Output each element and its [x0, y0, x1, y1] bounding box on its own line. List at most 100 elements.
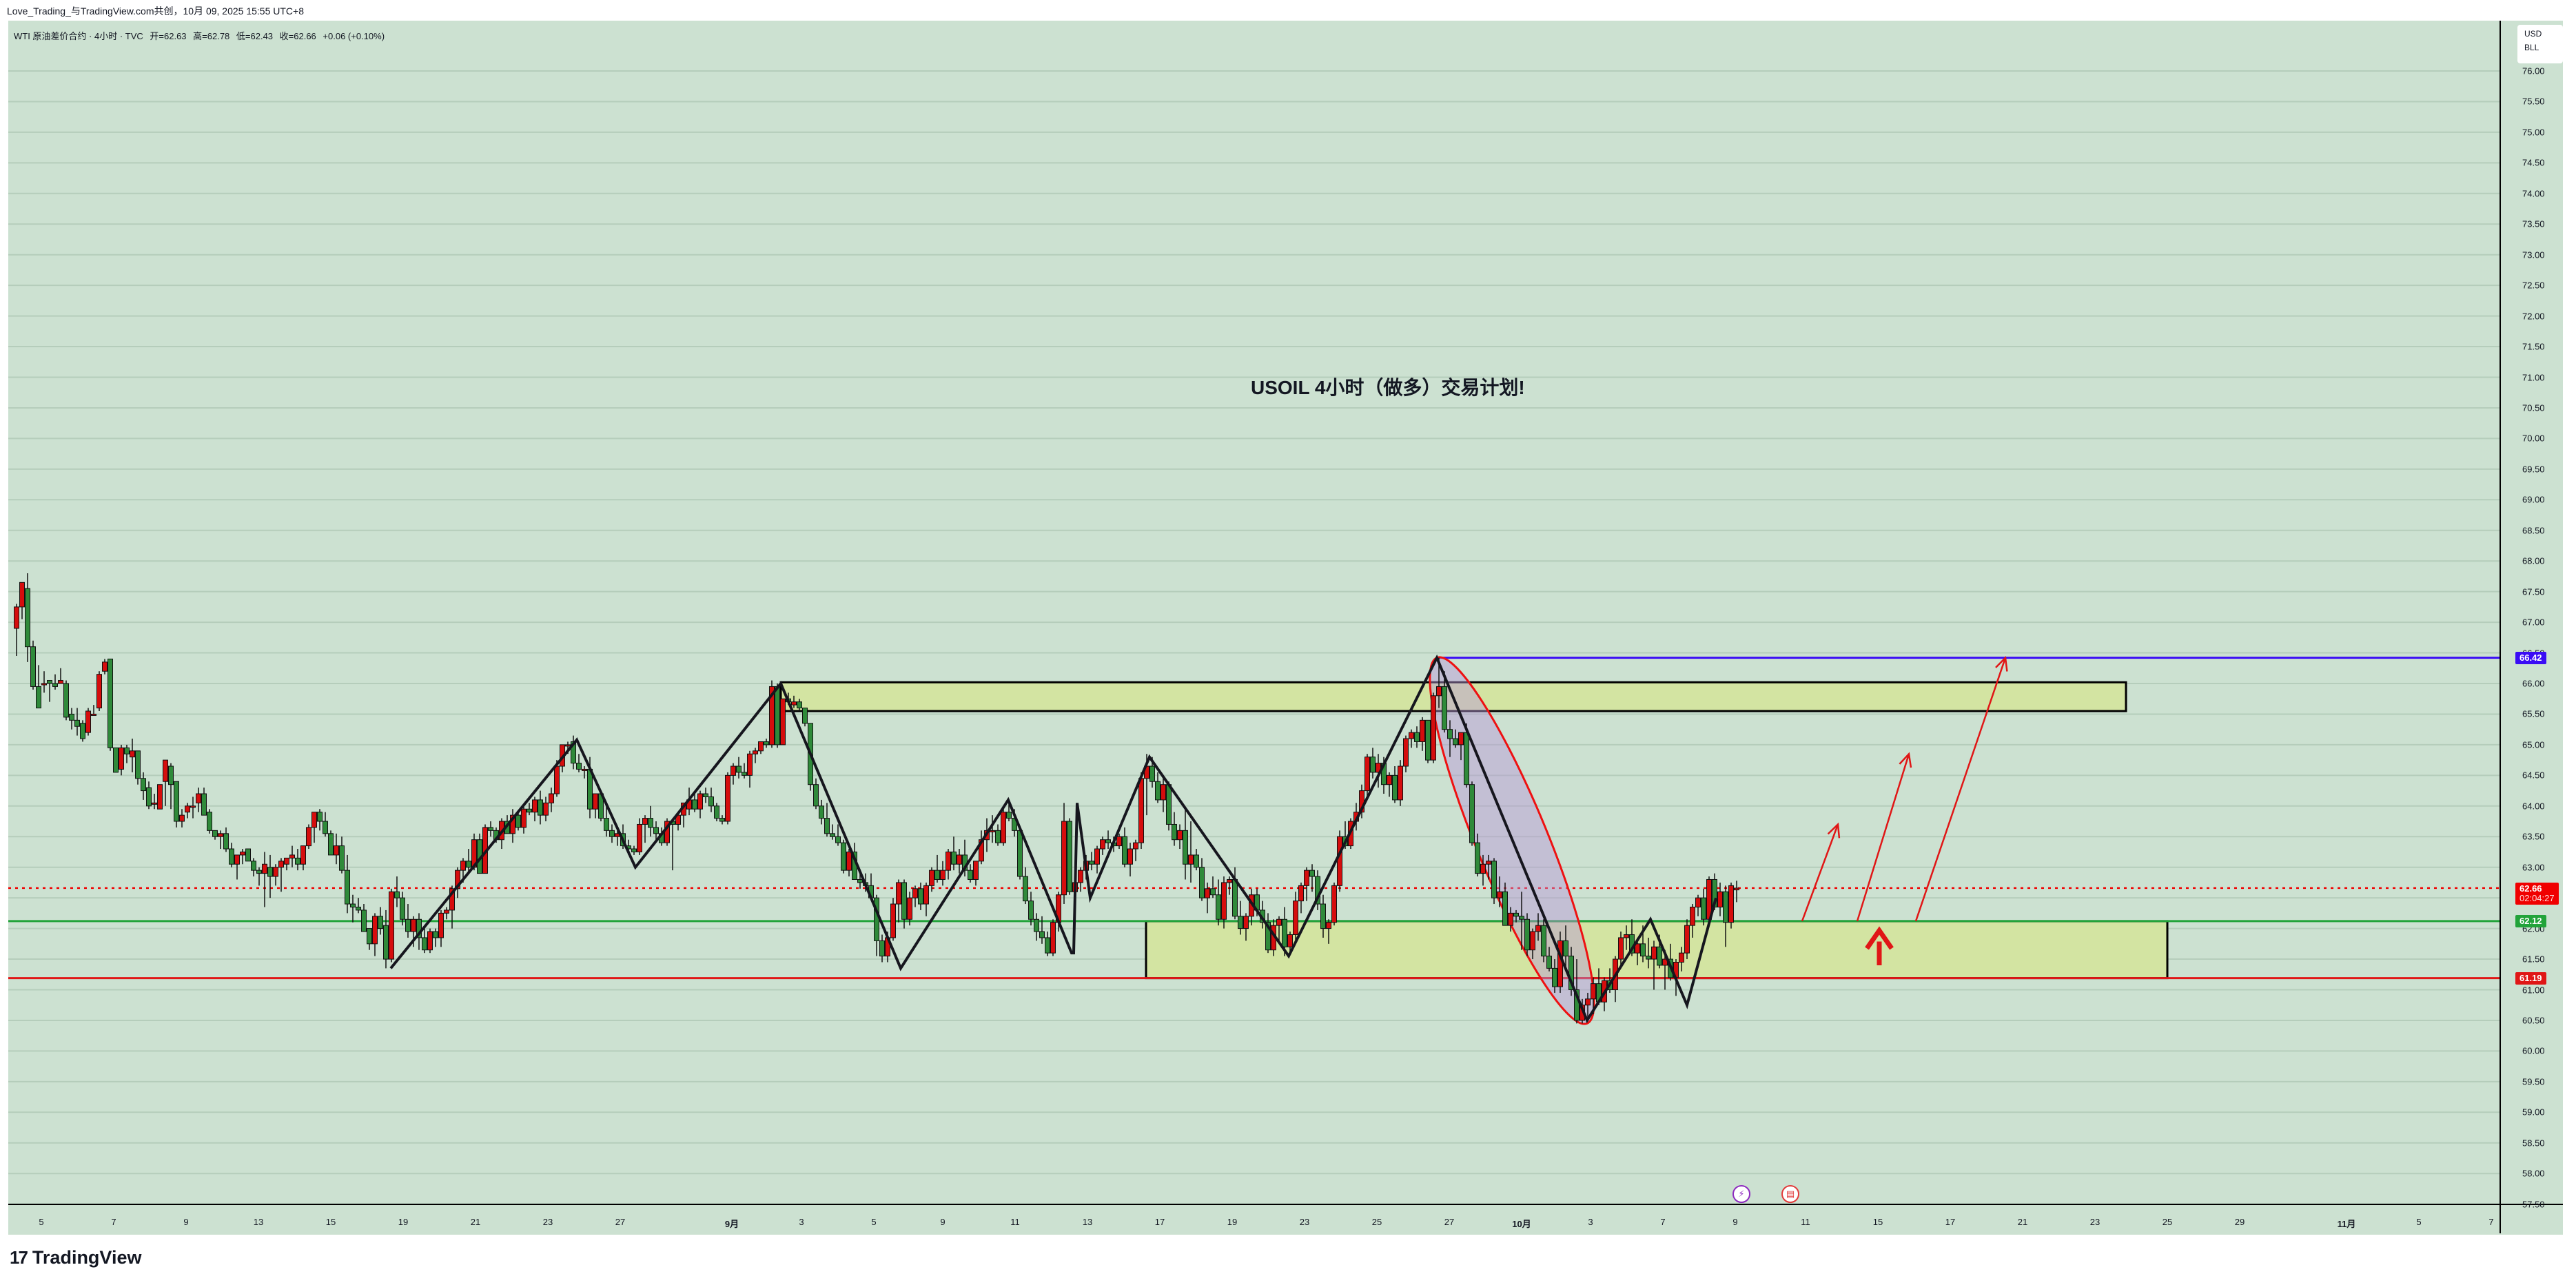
candle-body [791, 701, 797, 706]
time-axis-label: 9 [183, 1217, 189, 1227]
candle-body [207, 812, 212, 831]
time-axis-label: 23 [1299, 1217, 1310, 1227]
candle-body [14, 606, 19, 629]
candle-body [1409, 732, 1414, 739]
candle-body [1276, 918, 1282, 926]
candle-body [797, 701, 802, 709]
candle-body [819, 805, 824, 819]
candle-body [201, 793, 207, 816]
candle-body [1723, 891, 1728, 923]
candle-body [1513, 912, 1519, 917]
candle-body [918, 888, 923, 905]
candle-body [383, 925, 389, 960]
candle-body [1034, 918, 1039, 932]
candle-body [69, 713, 74, 721]
chart-area[interactable] [8, 21, 2563, 1235]
time-axis-label: 25 [2162, 1217, 2173, 1227]
candle-body [1491, 861, 1497, 898]
price-axis-label: 74.00 [2522, 188, 2545, 199]
candle-body [300, 845, 306, 865]
candle-body [1216, 894, 1221, 920]
time-axis-label: 29 [2234, 1217, 2245, 1227]
candle-body [957, 854, 962, 865]
candle-body [422, 937, 427, 951]
support-price-tag: 62.12 [2515, 914, 2546, 927]
candle-body [521, 808, 527, 828]
candle-body [108, 658, 113, 748]
candle-body [229, 848, 234, 865]
time-axis-label: 27 [1444, 1217, 1455, 1227]
time-axis-label: 15 [1872, 1217, 1883, 1227]
candle-body [1238, 916, 1243, 929]
candle-body [1282, 918, 1287, 947]
candle-body [1508, 912, 1513, 926]
candle-body [543, 802, 549, 816]
candle-body [328, 833, 334, 856]
candle-body [102, 661, 108, 672]
candle-body [1138, 778, 1144, 843]
time-axis-label: 27 [615, 1217, 626, 1227]
candle-body [1309, 870, 1315, 877]
currency-unit-menu[interactable]: USD BLL [2517, 25, 2563, 63]
candle-body [273, 867, 278, 877]
candle-body [824, 818, 830, 834]
candle-body [47, 680, 52, 684]
candle-body [857, 878, 863, 883]
time-axis-label: 5 [871, 1217, 877, 1227]
candle-body [1734, 887, 1739, 891]
candle-body [218, 833, 223, 837]
target-arrow-head [1827, 822, 1841, 839]
chart-annotation-title[interactable]: USOIL 4小时（做多）交易计划! [1251, 377, 1525, 398]
symbol-name[interactable]: WTI 原油差价合约 · 4小时 · TVC [14, 31, 143, 41]
price-axis-label: 67.50 [2522, 586, 2545, 597]
tradingview-logo[interactable]: 17 TradingView [10, 1247, 141, 1268]
candle-body [1194, 854, 1199, 868]
candle-body [1651, 946, 1657, 960]
lightning-event-icon[interactable]: ⚡ [1732, 1185, 1750, 1203]
candle-body [747, 753, 753, 776]
time-axis-label: 19 [1227, 1217, 1238, 1227]
time-axis-label: 25 [1371, 1217, 1382, 1227]
candle-body [58, 680, 63, 684]
candle-body [1557, 940, 1563, 987]
tradingview-logo-text: TradingView [32, 1247, 142, 1268]
candle-body [1646, 956, 1651, 960]
candle-body [1067, 821, 1072, 892]
candle-body [1100, 839, 1105, 850]
candle-body [565, 744, 571, 747]
candle-body [1133, 842, 1138, 850]
unit-label[interactable]: BLL [2524, 43, 2539, 52]
candle-body [780, 698, 786, 746]
candle-body [135, 750, 141, 779]
candle-body [1420, 719, 1425, 742]
candle-body [637, 823, 642, 852]
candle-body [163, 759, 168, 782]
time-axis-label: 3 [1588, 1217, 1593, 1227]
candle-body [653, 827, 659, 834]
candle-body [830, 833, 835, 837]
currency-label[interactable]: USD [2524, 29, 2542, 39]
candle-body [1243, 916, 1249, 929]
candle-body [361, 909, 367, 932]
us-flag-event-icon[interactable]: ▤ [1781, 1185, 1799, 1203]
candle-body [515, 814, 521, 828]
target-arrow [1914, 657, 2007, 922]
time-axis-label: 7 [2488, 1217, 2494, 1227]
candle-body [896, 882, 901, 905]
candle-body [1116, 836, 1122, 847]
current-price-tag: 62.66 02:04:27 [2515, 882, 2559, 905]
time-axis-label: 9 [940, 1217, 945, 1227]
zigzag-pattern-line [389, 654, 1717, 1024]
candle-body [1486, 861, 1491, 865]
candle-body [1502, 891, 1508, 926]
candle-body [1563, 940, 1568, 957]
candle-body [460, 861, 466, 871]
candle-body [1535, 925, 1541, 932]
candle-body [455, 870, 460, 890]
price-axis-label: 69.00 [2522, 494, 2545, 505]
time-axis-label: 11月 [2337, 1219, 2356, 1229]
time-axis-label: 13 [253, 1217, 264, 1227]
candle-body [488, 827, 493, 831]
candle-body [1105, 839, 1111, 843]
